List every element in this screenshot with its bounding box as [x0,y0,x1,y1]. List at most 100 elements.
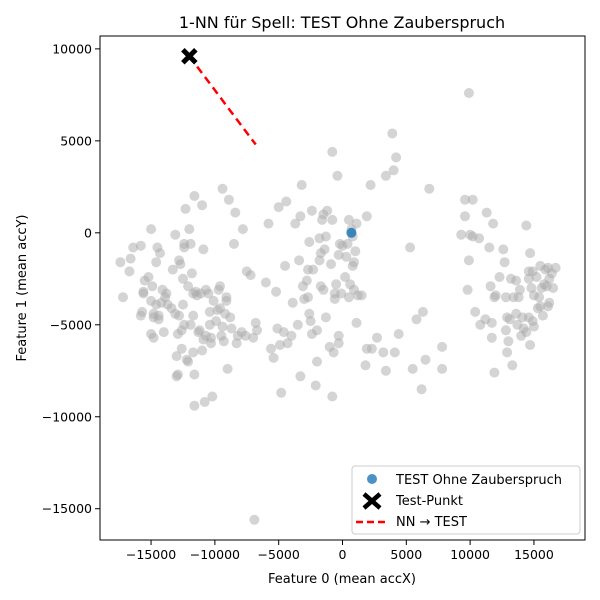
data-point [217,183,228,194]
data-point [124,266,135,277]
data-point [486,332,497,343]
data-point [183,281,194,292]
data-point [178,273,188,284]
points-layer [115,88,561,525]
data-point [240,330,251,341]
data-point [245,270,256,281]
data-point [411,314,422,325]
data-point [511,275,522,286]
data-point [275,340,285,350]
data-point [304,237,315,247]
data-point [494,272,505,282]
data-point [437,341,448,352]
data-point [537,310,548,321]
data-point [342,238,353,249]
data-point [320,231,331,242]
data-point [218,336,229,347]
y-axis-label: Feature 1 (mean accY) [15,214,30,361]
data-point [550,262,561,273]
data-point [263,218,274,229]
test-point-marker [181,47,198,65]
y-axis-ticks: −15000 −10000 −5000 0 5000 10000 [42,41,100,516]
legend-label-test-class: TEST Ohne Zauberspruch [395,473,562,488]
data-point [340,272,351,282]
data-point [467,194,478,205]
data-point [333,330,344,341]
data-point [268,352,279,363]
data-point [188,310,199,321]
data-point [189,400,200,411]
data-point [199,397,210,407]
data-point [229,238,239,249]
data-point [125,253,136,264]
legend-box [351,465,581,535]
data-point [534,292,545,303]
data-point [333,249,344,260]
data-point [305,316,316,327]
data-point [230,207,241,218]
data-point [188,347,199,358]
data-point [222,363,233,374]
data-point [535,301,546,312]
data-point [389,347,400,358]
y-tick-label: 10000 [52,41,92,56]
legend-marker-test-point [362,492,382,510]
data-point [380,170,391,181]
data-point [249,514,260,525]
data-point [151,257,162,268]
data-point [336,288,347,299]
data-point [548,283,559,293]
data-point [500,292,511,303]
data-point [460,211,470,222]
x-tick-label: 15000 [514,547,554,562]
data-point [481,207,492,218]
data-point [306,205,317,216]
data-point [333,338,344,349]
data-point [226,323,237,334]
data-point [513,292,524,303]
data-point [456,229,467,240]
data-point [237,224,248,235]
data-point [147,281,158,292]
y-tick-label: 0 [84,225,92,240]
data-point [320,312,331,323]
data-point [498,244,509,255]
data-point [208,295,219,306]
y-tick-label: −15000 [42,501,92,516]
data-point [327,214,338,225]
data-point [514,284,525,295]
data-point [138,286,149,297]
data-point [351,317,362,328]
x-tick-label: 10000 [450,547,490,562]
data-point [372,332,382,343]
data-point [523,273,534,284]
data-point [310,380,321,391]
data-point [312,356,322,367]
data-point [500,325,511,336]
data-point [281,196,292,207]
data-point [490,290,501,301]
data-point [531,272,542,282]
y-tick-label: −5000 [50,317,92,332]
data-point [460,194,470,205]
nn-line [188,55,257,146]
data-point [486,317,497,328]
data-point [393,329,404,339]
data-point [350,246,361,257]
data-point [178,299,188,310]
data-point [175,259,186,270]
data-point [405,242,416,253]
x-tick-label: 5000 [390,547,422,562]
data-point [470,306,481,317]
data-point [207,391,218,402]
data-point [280,260,291,271]
data-point [308,264,319,275]
data-point [286,330,297,341]
data-point [250,317,261,328]
data-point [171,351,182,362]
data-point [225,312,236,323]
x-tick-label: −10000 [190,547,240,562]
data-point [223,194,234,205]
data-point [167,264,178,275]
data-point [183,356,194,367]
